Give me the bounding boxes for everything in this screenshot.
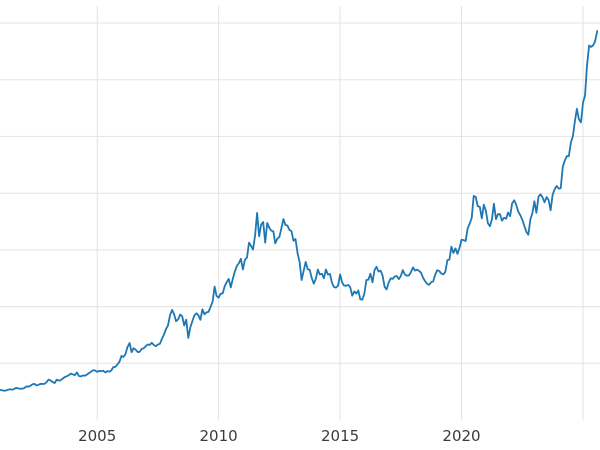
x-tick-label: 2010 — [200, 427, 238, 445]
x-tick-label: 2005 — [78, 427, 116, 445]
price-series-line — [0, 30, 599, 392]
x-tick-label: 2020 — [442, 427, 480, 445]
series-group — [0, 30, 599, 392]
x-tick-label: 2015 — [321, 427, 359, 445]
x-axis-labels-group: 2005 2010 2015 2020 — [78, 427, 480, 445]
gridlines-group — [0, 6, 600, 420]
